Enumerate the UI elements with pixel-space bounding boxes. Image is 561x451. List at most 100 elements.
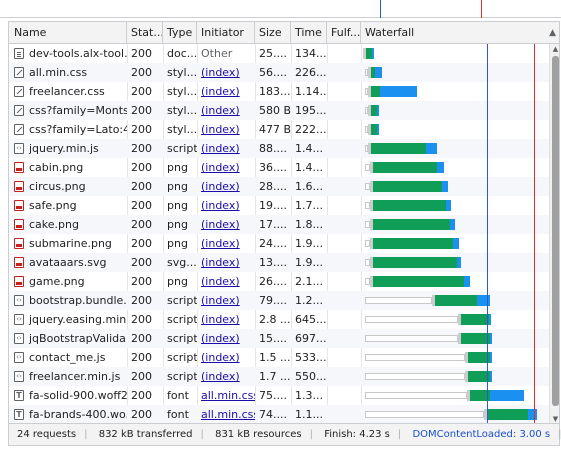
initiator-link[interactable]: (index)	[201, 256, 240, 269]
request-name-cell[interactable]: game.png	[9, 272, 127, 291]
request-initiator-cell[interactable]: (index)	[197, 196, 255, 215]
image-icon	[14, 238, 24, 249]
request-initiator-cell[interactable]: (index)	[197, 234, 255, 253]
initiator-link[interactable]: all.min.css	[201, 408, 255, 421]
initiator-link[interactable]: (index)	[201, 351, 240, 364]
table-row[interactable]: jquery.easing.min.js 200 script (index) 2.8 …	[9, 310, 549, 329]
request-name-cell[interactable]: freelancer.min.js	[9, 367, 127, 386]
table-row[interactable]: safe.png 200 png (index) 19.... 1.7...	[9, 196, 549, 215]
request-name-cell[interactable]: submarine.png	[9, 234, 127, 253]
request-initiator-cell[interactable]: (index)	[197, 215, 255, 234]
request-name-cell[interactable]: fa-solid-900.woff2	[9, 386, 127, 405]
table-row[interactable]: dev-tools.alx-tool... 200 doc... Other 25...…	[9, 44, 549, 63]
request-name-cell[interactable]: cake.png	[9, 215, 127, 234]
request-initiator-cell[interactable]: all.min.css	[197, 386, 255, 405]
request-initiator-cell[interactable]: (index)	[197, 253, 255, 272]
request-name-cell[interactable]: fa-brands-400.wo...	[9, 405, 127, 423]
table-row[interactable]: all.min.css 200 styl... (index) 56.... 226...	[9, 63, 549, 82]
request-time: 533...	[295, 351, 327, 364]
column-header-status[interactable]: Stat...	[127, 22, 163, 44]
initiator-link[interactable]: (index)	[201, 237, 240, 250]
table-row[interactable]: contact_me.js 200 script (index) 1.5 ... 533.…	[9, 348, 549, 367]
column-header-size[interactable]: Size	[255, 22, 291, 44]
column-header-fulfilled[interactable]: Fulf...	[327, 22, 361, 44]
request-name-cell[interactable]: jquery.min.js	[9, 139, 127, 158]
initiator-link[interactable]: (index)	[201, 218, 240, 231]
table-row[interactable]: css?family=Monts... 200 styl... (index) 580 …	[9, 101, 549, 120]
request-initiator-cell[interactable]: (index)	[197, 177, 255, 196]
initiator-link[interactable]: (index)	[201, 104, 240, 117]
waterfall-overview[interactable]	[0, 0, 561, 18]
initiator-link[interactable]: (index)	[201, 294, 240, 307]
waterfall-stalled-bar	[370, 219, 374, 230]
request-name-cell[interactable]: cabin.png	[9, 158, 127, 177]
initiator-link[interactable]: (index)	[201, 161, 240, 174]
request-initiator-cell[interactable]: (index)	[197, 291, 255, 310]
initiator-link[interactable]: (index)	[201, 332, 240, 345]
table-row[interactable]: freelancer.css 200 styl... (index) 183... 1.1…	[9, 82, 549, 101]
table-row[interactable]: bootstrap.bundle.... 200 script (index) 79..…	[9, 291, 549, 310]
column-header-initiator[interactable]: Initiator	[197, 22, 255, 44]
scroll-down-arrow-icon[interactable]: ▼	[552, 415, 559, 423]
request-name-cell[interactable]: bootstrap.bundle....	[9, 291, 127, 310]
scrollbar-thumb[interactable]	[552, 56, 559, 406]
initiator-link[interactable]: (index)	[201, 142, 240, 155]
waterfall-stalled-bar	[370, 181, 374, 192]
table-row[interactable]: fa-solid-900.woff2 200 font all.min.css 75..…	[9, 386, 549, 405]
request-name-cell[interactable]: dev-tools.alx-tool...	[9, 44, 127, 63]
request-time: 1.3...	[295, 389, 323, 402]
request-name-cell[interactable]: css?family=Monts...	[9, 101, 127, 120]
request-fulfilled	[327, 329, 361, 348]
request-name-cell[interactable]: contact_me.js	[9, 348, 127, 367]
request-initiator-cell[interactable]: (index)	[197, 63, 255, 82]
request-fulfilled	[327, 196, 361, 215]
table-row[interactable]: game.png 200 png (index) 26.... 2.1...	[9, 272, 549, 291]
column-header-name[interactable]: Name	[9, 22, 127, 44]
initiator-link[interactable]: (index)	[201, 370, 240, 383]
sort-ascending-icon[interactable]: ▲	[549, 28, 556, 38]
request-initiator-cell[interactable]: (index)	[197, 348, 255, 367]
request-fulfilled	[327, 139, 361, 158]
initiator-link[interactable]: (index)	[201, 66, 240, 79]
request-initiator-cell[interactable]: all.min.css	[197, 405, 255, 423]
request-initiator-cell[interactable]: (index)	[197, 139, 255, 158]
request-initiator-cell[interactable]: (index)	[197, 158, 255, 177]
request-name-cell[interactable]: css?family=Lato:4...	[9, 120, 127, 139]
request-name-cell[interactable]: jquery.easing.min.js	[9, 310, 127, 329]
initiator-link[interactable]: (index)	[201, 180, 240, 193]
request-initiator-cell[interactable]: (index)	[197, 367, 255, 386]
scroll-up-arrow-icon[interactable]: ▲	[552, 45, 559, 53]
waterfall-waiting-bar	[370, 67, 376, 78]
request-name-cell[interactable]: all.min.css	[9, 63, 127, 82]
request-initiator-cell[interactable]: (index)	[197, 82, 255, 101]
table-row[interactable]: css?family=Lato:4... 200 styl... (index) 477…	[9, 120, 549, 139]
request-name-cell[interactable]: jqBootstrapValida...	[9, 329, 127, 348]
network-requests-table: Name Stat... Type Initiator Size Time Fu…	[8, 21, 560, 424]
initiator-link[interactable]: (index)	[201, 123, 240, 136]
initiator-link[interactable]: all.min.css	[201, 389, 255, 402]
request-fulfilled	[327, 234, 361, 253]
column-header-waterfall[interactable]: Waterfall ▲	[361, 22, 559, 44]
initiator-link[interactable]: (index)	[201, 199, 240, 212]
column-header-time[interactable]: Time	[291, 22, 327, 44]
table-row[interactable]: cabin.png 200 png (index) 36.... 1.4...	[9, 158, 549, 177]
initiator-link[interactable]: (index)	[201, 275, 240, 288]
request-name-cell[interactable]: avataaars.svg	[9, 253, 127, 272]
column-header-type[interactable]: Type	[163, 22, 197, 44]
table-row[interactable]: freelancer.min.js 200 script (index) 1.7 ...…	[9, 367, 549, 386]
request-initiator-cell[interactable]: (index)	[197, 329, 255, 348]
request-initiator-cell[interactable]: (index)	[197, 272, 255, 291]
table-row[interactable]: jqBootstrapValida... 200 script (index) 15..…	[9, 329, 549, 348]
request-name-cell[interactable]: circus.png	[9, 177, 127, 196]
request-name-cell[interactable]: safe.png	[9, 196, 127, 215]
table-row[interactable]: fa-brands-400.wo... 200 font all.min.css 74.…	[9, 405, 549, 423]
initiator-link[interactable]: (index)	[201, 85, 240, 98]
request-name-cell[interactable]: freelancer.css	[9, 82, 127, 101]
request-initiator-cell[interactable]: (index)	[197, 120, 255, 139]
table-row[interactable]: submarine.png 200 png (index) 24.... 1.9...	[9, 234, 549, 253]
vertical-scrollbar[interactable]: ▲ ▼	[549, 44, 559, 423]
request-initiator-cell[interactable]: (index)	[197, 310, 255, 329]
request-initiator-cell[interactable]: (index)	[197, 101, 255, 120]
initiator-link[interactable]: (index)	[201, 313, 240, 326]
image-icon	[14, 257, 24, 268]
